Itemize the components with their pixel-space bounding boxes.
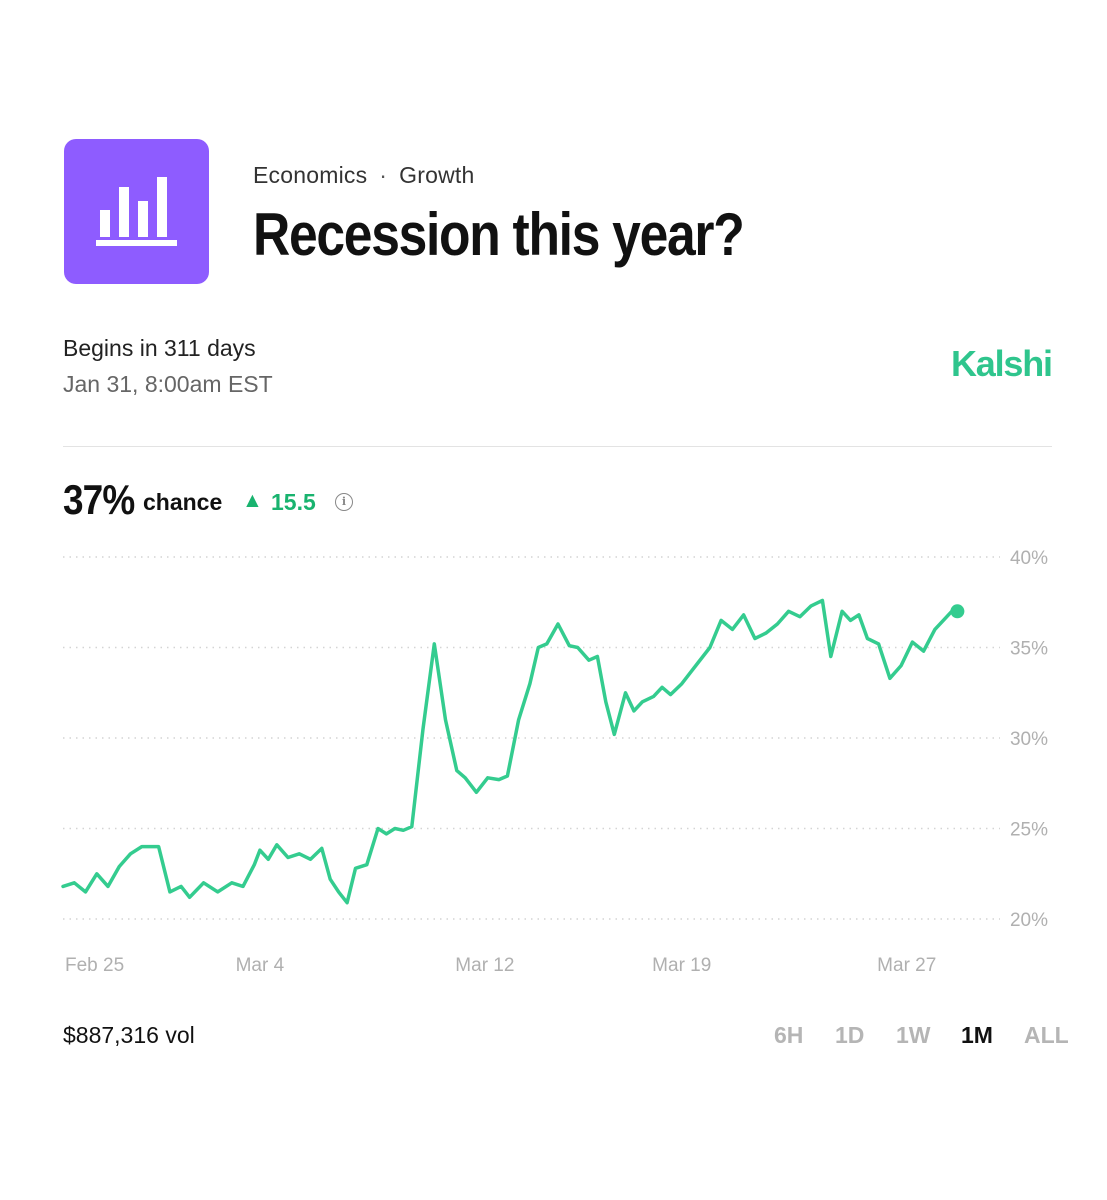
page-title: Recession this year? (253, 201, 745, 268)
x-tick-label: Mar 19 (652, 955, 711, 976)
begins-countdown: Begins in 311 days (63, 335, 256, 361)
time-range-tabs: 6H 1D 1W 1M ALL (0, 1022, 1107, 1052)
range-tab-1w[interactable]: 1W (896, 1022, 931, 1048)
divider (63, 446, 1052, 447)
current-value-point (950, 604, 965, 619)
chance-value: 37% (63, 476, 135, 523)
y-tick-label: 40% (1010, 548, 1048, 569)
x-tick-label: Mar 12 (455, 955, 514, 976)
y-tick-label: 30% (1010, 729, 1048, 750)
volume-label: $887,316 vol (63, 1022, 195, 1048)
breadcrumb: Economics · Growth (253, 162, 475, 189)
y-tick-label: 35% (1010, 639, 1048, 660)
up-triangle-icon: ▲ (242, 489, 263, 512)
x-tick-label: Feb 25 (65, 955, 124, 976)
y-tick-label: 25% (1010, 820, 1048, 841)
x-tick-label: Mar 4 (236, 955, 285, 976)
range-tab-1m[interactable]: 1M (961, 1022, 993, 1048)
x-tick-label: Mar 27 (877, 955, 936, 976)
market-category-icon (64, 139, 209, 284)
price-chart[interactable]: 40% 35% 30% 25% 20% Feb 25 Mar 4 Mar 12 Mar 19 Ma… (0, 0, 1107, 1000)
breadcrumb-category[interactable]: Economics (253, 162, 368, 188)
series-line (61, 598, 960, 905)
range-tab-6h[interactable]: 6H (774, 1022, 804, 1048)
bar-chart-icon (96, 177, 177, 246)
chance-label: chance (143, 489, 223, 515)
begins-date: Jan 31, 8:00am EST (63, 371, 273, 397)
range-tab-all[interactable]: ALL (1024, 1022, 1069, 1048)
y-tick-label: 20% (1010, 910, 1048, 931)
info-icon[interactable]: i (335, 493, 353, 511)
breadcrumb-subcategory[interactable]: Growth (399, 162, 475, 188)
range-tab-1d[interactable]: 1D (835, 1022, 865, 1048)
breadcrumb-separator: · (379, 162, 388, 188)
kalshi-logo[interactable]: Kalshi (951, 343, 1053, 384)
chance-delta: 15.5 (271, 489, 316, 515)
